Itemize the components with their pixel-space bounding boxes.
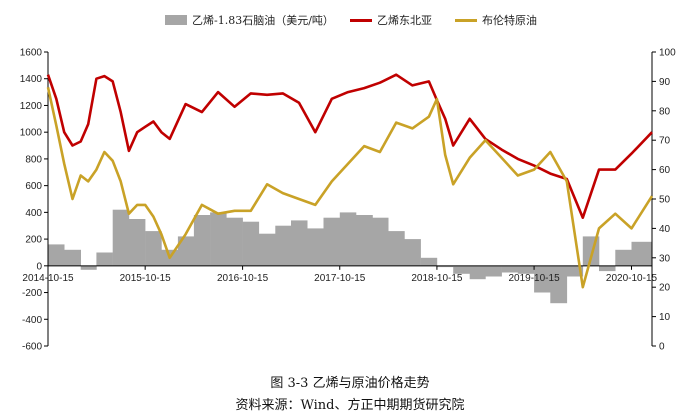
y-right-tick-label: 70 xyxy=(659,136,671,147)
x-tick-label: 2016-10-15 xyxy=(217,273,269,284)
ethylene-line xyxy=(46,73,653,219)
x-tick-label: 2014-10-15 xyxy=(22,273,74,284)
x-axis-ticks: 2014-10-15 2015-10-15 2016-10-15 2017-10-15… xyxy=(22,265,658,284)
y-left-tick-label: -600 xyxy=(22,342,42,353)
spread-area-segment xyxy=(226,217,243,266)
spread-area-segment xyxy=(323,217,340,266)
series-lines-layer xyxy=(46,73,654,289)
y-right-tick-label: 20 xyxy=(659,283,671,294)
figure-title: 图 3-3 乙烯与原油价格走势 xyxy=(270,376,430,391)
spread-area-segment xyxy=(517,265,535,274)
spread-area-segment xyxy=(566,265,584,277)
x-tick-label: 2019-10-15 xyxy=(508,273,560,284)
y-right-tick-label: 100 xyxy=(659,48,676,59)
spread-area-segment xyxy=(258,233,276,266)
y-axis-right: 0 10 20 30 40 50 60 70 80 90 100 xyxy=(652,48,676,353)
spread-area-segment xyxy=(80,265,97,270)
legend-swatch-spread xyxy=(165,15,187,25)
y-right-tick-label: 60 xyxy=(659,165,671,176)
legend-label-spread: 乙烯-1.83石脑油（美元/吨） xyxy=(192,14,334,27)
spread-area-segment xyxy=(193,215,211,266)
y-left-tick-label: 1600 xyxy=(20,48,43,59)
legend-item-ethylene: 乙烯东北亚 xyxy=(350,12,432,28)
spread-area-segment xyxy=(242,221,260,266)
spread-area-segment xyxy=(210,212,227,266)
spread-area-segment xyxy=(64,249,81,266)
brent-line xyxy=(46,87,654,289)
legend-item-spread: 乙烯-1.83石脑油（美元/吨） xyxy=(165,12,334,28)
spread-area-segment xyxy=(372,217,389,266)
spread-area-segment xyxy=(501,265,519,273)
y-left-tick-label: -400 xyxy=(22,315,42,326)
spread-area-segment xyxy=(599,265,616,272)
spread-area-segment xyxy=(404,239,421,266)
spread-area-segment xyxy=(307,228,324,266)
legend-label-brent: 布伦特原油 xyxy=(482,14,537,27)
spread-area-segment xyxy=(96,252,113,266)
spread-area-segment xyxy=(339,212,357,266)
legend-label-ethylene: 乙烯东北亚 xyxy=(377,14,432,27)
y-right-tick-label: 80 xyxy=(659,106,671,117)
y-left-tick-label: 600 xyxy=(25,181,42,192)
spread-area-segment xyxy=(128,219,146,266)
y-left-tick-label: 400 xyxy=(25,208,42,219)
x-tick-label: 2020-10-15 xyxy=(606,273,658,284)
spread-area-segment xyxy=(388,231,405,266)
spread-area-segment xyxy=(631,241,653,266)
chart-legend: 乙烯-1.83石脑油（美元/吨） 乙烯东北亚 布伦特原油 xyxy=(0,12,700,32)
y-left-tick-label: 1000 xyxy=(20,128,43,139)
spread-area-segment xyxy=(275,225,292,266)
spread-area-segment xyxy=(469,265,486,280)
spread-area-segment xyxy=(291,220,308,266)
spread-area-segment xyxy=(485,265,502,277)
y-left-tick-label: 1400 xyxy=(20,74,43,85)
spread-area-segment xyxy=(48,244,65,266)
spread-area-segment xyxy=(453,265,470,274)
y-axis-left: -600 -400 -200 0 200 400 600 800 1000 1200 1400 160… xyxy=(20,48,48,353)
spread-area-segment xyxy=(177,236,195,266)
spread-area-segment xyxy=(420,257,438,266)
y-left-tick-label: 0 xyxy=(36,261,42,272)
y-left-tick-label: 1200 xyxy=(20,101,43,112)
legend-swatch-brent xyxy=(455,18,477,22)
spread-area-segment xyxy=(145,231,162,266)
y-right-tick-label: 30 xyxy=(659,253,671,264)
spread-area-segment xyxy=(112,209,130,266)
y-right-tick-label: 10 xyxy=(659,312,671,323)
spread-area-segment xyxy=(615,249,632,266)
spread-area-segment xyxy=(356,215,373,266)
x-tick-label: 2017-10-15 xyxy=(314,273,366,284)
y-left-tick-label: 800 xyxy=(25,154,42,165)
y-left-tick-label: -200 xyxy=(22,288,42,299)
x-tick-label: 2018-10-15 xyxy=(411,273,463,284)
legend-swatch-ethylene xyxy=(350,18,372,22)
legend-item-brent: 布伦特原油 xyxy=(455,12,537,28)
y-right-tick-label: 40 xyxy=(659,224,671,235)
figure-source: 资料来源：Wind、方正中期期货研究院 xyxy=(235,398,465,413)
x-tick-label: 2015-10-15 xyxy=(120,273,172,284)
y-left-tick-label: 200 xyxy=(25,235,42,246)
y-right-tick-label: 90 xyxy=(659,77,671,88)
y-right-tick-label: 50 xyxy=(659,195,671,206)
spread-area-layer xyxy=(48,209,653,304)
spread-area-segment xyxy=(550,265,568,304)
spread-area-segment xyxy=(534,265,551,293)
spread-area-segment xyxy=(436,265,454,268)
chart-plot: -600-400-2000200400600800100012001400160… xyxy=(20,48,676,353)
y-right-tick-label: 0 xyxy=(659,342,665,353)
